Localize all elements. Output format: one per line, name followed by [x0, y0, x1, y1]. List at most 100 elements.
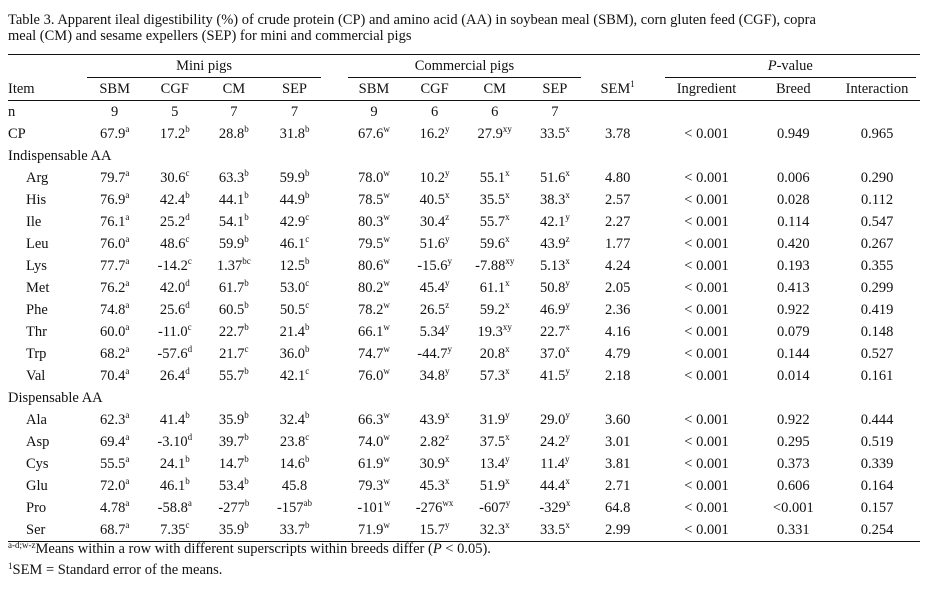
commercial-value: -329x: [539, 498, 571, 517]
col-mini-sbm: SBM: [83, 78, 147, 101]
mini-value: -11.0c: [157, 322, 192, 341]
commercial-value: 44.4x: [539, 476, 570, 495]
mini-value: 35.9b: [203, 519, 265, 542]
commercial-value: -607y: [479, 498, 511, 517]
commercial-value: 11.4y: [540, 454, 570, 473]
commercial-value: 38.3x: [539, 190, 570, 209]
commercial-value: 78.2w: [358, 300, 390, 319]
mini-value: 76.0a: [99, 234, 130, 253]
sem-value: 2.18: [604, 368, 631, 384]
p-breed: <0.001: [772, 500, 814, 516]
mini-value: 63.3b: [218, 168, 249, 187]
commercial-value: 71.9w: [343, 519, 405, 542]
p-ingredient: < 0.001: [684, 192, 729, 208]
row-label: Lys: [26, 258, 47, 274]
mini-value: 30.6c: [160, 168, 190, 187]
mini-value: 59.9b: [218, 234, 249, 253]
commercial-value: 31.9y: [479, 410, 510, 429]
row-label: Thr: [26, 324, 47, 340]
column-header-row: Item SBM CGF CM SEP SBM CGF CM SEP SEM1 …: [8, 78, 920, 101]
p-breed: 0.606: [776, 478, 810, 494]
p-interaction: 0.547: [860, 214, 894, 230]
mini-value: 39.7b: [218, 432, 249, 451]
aa-row: Phe 74.8a 25.6d 60.5b 50.5c 78.2w 26.5z 59.2x 46…: [8, 299, 920, 321]
mini-value: 45.8: [281, 478, 308, 494]
row-label: Ile: [26, 214, 42, 230]
section-title-row: Indispensable AA: [8, 145, 920, 167]
commercial-value: 26.5z: [419, 300, 450, 319]
mini-value: 12.5b: [279, 256, 310, 275]
commercial-value: 61.9w: [358, 454, 390, 473]
commercial-value: 27.9xy: [477, 124, 512, 143]
mini-value: 76.2a: [99, 278, 130, 297]
row-label: Met: [26, 280, 50, 296]
commercial-value: 51.6y: [419, 234, 450, 253]
mini-value: 14.7b: [218, 454, 249, 473]
sem-value: 4.80: [604, 170, 631, 186]
p-ingredient: < 0.001: [684, 302, 729, 318]
mini-value: 32.4b: [279, 410, 310, 429]
p-ingredient: < 0.001: [684, 170, 729, 186]
mini-value: 21.4b: [279, 322, 310, 341]
commercial-value: 55.1x: [479, 168, 510, 187]
mini-value: 74.8a: [99, 300, 130, 319]
p-ingredient: < 0.001: [684, 346, 729, 362]
p-ingredient: < 0.001: [684, 324, 729, 340]
commercial-value: 13.4y: [479, 454, 510, 473]
table-caption: Table 3. Apparent ileal digestibility (%…: [8, 12, 918, 44]
mini-value: 68.2a: [99, 344, 130, 363]
commercial-value: 78.0w: [358, 168, 390, 187]
row-label: Pro: [26, 500, 47, 516]
p-ingredient: < 0.001: [684, 126, 729, 142]
p-interaction: 0.254: [834, 519, 920, 542]
mini-value: 67.9a: [99, 124, 130, 143]
commercial-value: 42.1y: [539, 212, 570, 231]
p-breed: 0.373: [776, 456, 810, 472]
p-breed: 0.006: [776, 170, 810, 186]
mini-value: -157ab: [276, 498, 313, 517]
row-label: Leu: [26, 236, 49, 252]
mini-value: 25.6d: [159, 300, 190, 319]
p-ingredient: < 0.001: [684, 236, 729, 252]
commercial-value: -101w: [357, 498, 391, 517]
aa-row: Ile 76.1a 25.2d 54.1b 42.9c 80.3w 30.4z 55.7x 42…: [8, 211, 920, 233]
commercial-value: 45.4y: [419, 278, 450, 297]
col-mini-cgf: CGF: [146, 78, 204, 101]
mini-value: 50.5c: [279, 300, 310, 319]
p-interaction: 0.112: [860, 192, 894, 208]
p-interaction: 0.157: [860, 500, 894, 516]
sem-value: 2.36: [604, 302, 631, 318]
mini-value: 42.9c: [279, 212, 310, 231]
section-title: Indispensable AA: [8, 148, 112, 164]
p-interaction: 0.290: [860, 170, 894, 186]
sem-value: 3.60: [604, 412, 631, 428]
p-ingredient: < 0.001: [684, 478, 729, 494]
cp-row: CP 67.9a 17.2b 28.8b 31.8b 67.6w 16.2y 27.9xy 33…: [8, 123, 920, 145]
commercial-value: 79.5w: [358, 234, 390, 253]
sem-value: 2.71: [604, 478, 631, 494]
commercial-value: 51.6x: [539, 168, 570, 187]
p-interaction: 0.267: [860, 236, 894, 252]
mini-value: 41.4b: [159, 410, 190, 429]
p-breed: 0.295: [776, 434, 810, 450]
mini-value: 79.7a: [99, 168, 130, 187]
col-mini-cm: CM: [203, 78, 265, 101]
col-com-sep: SEP: [524, 78, 586, 101]
commercial-value: 80.6w: [358, 256, 390, 275]
sem-value: 64.8: [604, 500, 631, 516]
commercial-value: 29.0y: [539, 410, 570, 429]
n-row: n 9 5 7 7 9 6 6 7: [8, 104, 559, 120]
p-ingredient: < 0.001: [684, 434, 729, 450]
mini-value: 44.1b: [218, 190, 249, 209]
aa-row: Lys 77.7a -14.2c 1.37bc 12.5b 80.6w -15.6y -7.8…: [8, 255, 920, 277]
commercial-value: 16.2y: [419, 124, 450, 143]
p-interaction: 0.527: [860, 346, 894, 362]
mini-value: 76.9a: [99, 190, 130, 209]
row-label: Trp: [26, 346, 47, 362]
caption-line-2: meal (CM) and sesame expellers (SEP) for…: [8, 28, 412, 44]
sem-value: 2.27: [604, 214, 631, 230]
sem-value: 3.01: [604, 434, 631, 450]
p-interaction: 0.148: [860, 324, 894, 340]
mini-value: 72.0a: [99, 476, 130, 495]
commercial-value: 2.82z: [419, 432, 450, 451]
